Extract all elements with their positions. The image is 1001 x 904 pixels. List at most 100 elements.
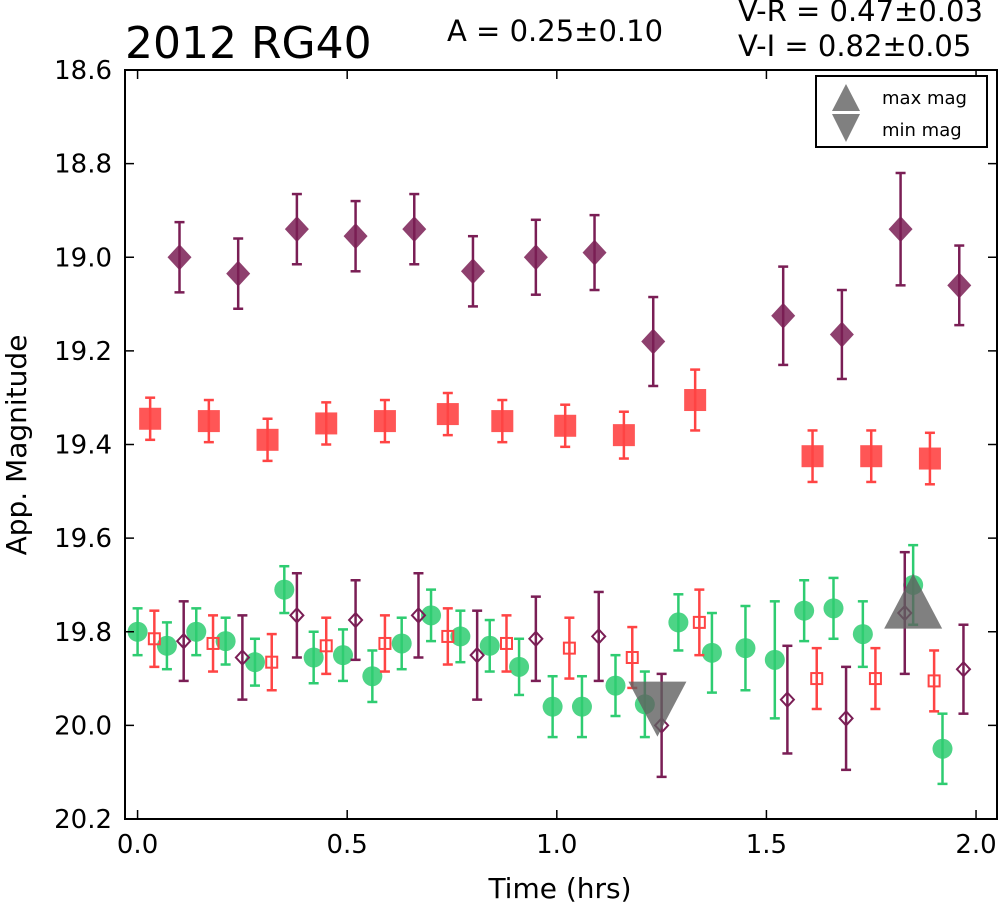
legend-label-min-mag: min mag: [882, 120, 962, 141]
filled-circle-point: [509, 656, 530, 677]
max-mag-triangle-up-icon: [884, 573, 943, 629]
y-tick-label: 20.0: [54, 711, 112, 741]
filled-circle-point: [274, 579, 295, 600]
vi-color-annotation: V-I = 0.82±0.05: [738, 29, 971, 63]
filled-diamond-point: [829, 321, 854, 348]
series-open-square: [147, 588, 941, 713]
filled-circle-point: [701, 642, 722, 663]
open-square-point: [692, 615, 706, 629]
filled-diamond-point: [167, 244, 192, 271]
amplitude-annotation: A = 0.25±0.10: [447, 14, 663, 48]
series-filled-circle: [127, 543, 953, 786]
filled-circle-point: [333, 645, 353, 666]
legend-label-max-mag: max mag: [882, 88, 967, 109]
filled-circle-point: [303, 647, 324, 668]
legend-min-mag-triangle-down-icon: [832, 114, 860, 142]
filled-square-point: [197, 410, 220, 433]
open-diamond-point: [175, 632, 192, 650]
filled-circle-point: [852, 624, 873, 645]
open-square-point: [927, 674, 941, 688]
y-tick-label: 19.2: [54, 337, 112, 367]
filled-diamond-point: [402, 216, 427, 243]
filled-circle-point: [450, 626, 471, 647]
open-square-point: [868, 672, 882, 686]
filled-square-point: [860, 445, 883, 468]
filled-diamond-point: [284, 216, 309, 243]
open-diamond-point: [410, 606, 427, 624]
open-square-point: [810, 672, 824, 686]
filled-circle-point: [571, 696, 592, 717]
filled-diamond-point: [523, 244, 548, 271]
filled-square-point: [436, 403, 459, 426]
x-tick-label: 0.5: [327, 830, 368, 860]
filled-diamond-point: [343, 223, 368, 250]
filled-circle-point: [932, 738, 953, 759]
open-square-point: [562, 641, 576, 655]
filled-diamond-point: [226, 260, 251, 287]
filled-circle-point: [605, 675, 626, 696]
open-square-point: [265, 655, 279, 669]
y-tick-label: 19.8: [54, 618, 112, 648]
legend-max-mag-triangle-up-icon: [832, 84, 860, 111]
filled-square-point: [315, 412, 338, 435]
filled-circle-point: [668, 612, 689, 633]
x-tick-label: 0.0: [117, 830, 158, 860]
open-diamond-point: [289, 606, 305, 624]
open-diamond-point: [838, 709, 854, 727]
min-mag-triangle-down-icon: [628, 681, 687, 737]
filled-diamond-point: [888, 216, 913, 243]
y-axis-label: App. Magnitude: [0, 335, 33, 556]
open-diamond-point: [779, 691, 796, 709]
filled-circle-point: [421, 605, 442, 626]
filled-circle-point: [127, 621, 148, 642]
filled-circle-point: [391, 633, 412, 654]
filled-circle-point: [244, 652, 265, 673]
filled-square-point: [554, 414, 577, 437]
filled-circle-point: [764, 649, 785, 670]
filled-diamond-point: [460, 258, 485, 285]
open-diamond-point: [469, 646, 486, 664]
filled-diamond-point: [641, 328, 666, 355]
filled-square-point: [139, 407, 162, 430]
open-diamond-point: [234, 649, 251, 666]
filled-circle-point: [215, 631, 236, 652]
x-tick-label: 1.0: [536, 830, 577, 860]
filled-circle-point: [735, 638, 756, 659]
y-tick-label: 20.2: [54, 805, 112, 835]
y-tick-label: 19.0: [54, 243, 112, 273]
open-diamond-point: [955, 660, 972, 678]
filled-square-point: [801, 445, 824, 468]
x-tick-label: 1.5: [746, 830, 787, 860]
x-tick-label: 2.0: [955, 830, 996, 860]
open-square-point: [147, 632, 161, 646]
x-axis-label: Time (hrs): [487, 872, 631, 904]
open-square-point: [441, 629, 455, 643]
filled-diamond-point: [582, 239, 607, 266]
filled-circle-point: [362, 666, 383, 687]
open-diamond-point: [527, 630, 544, 648]
y-tick-label: 19.4: [54, 431, 112, 461]
filled-circle-point: [823, 598, 844, 619]
series-open-diamond: [175, 550, 972, 779]
open-square-point: [378, 636, 392, 650]
legend: max mag min mag: [815, 75, 988, 148]
filled-circle-point: [186, 621, 207, 642]
open-square-point: [319, 639, 333, 653]
filled-square-point: [918, 447, 941, 470]
axis-ticks: 0.0 0.5 1.0 1.5 2.0 18.6 18.8 19.0 19.2 19.4 19.6 1…: [54, 56, 997, 860]
open-square-point: [206, 636, 220, 650]
vr-color-annotation: V-R = 0.47±0.03: [738, 0, 983, 28]
y-tick-label: 19.6: [54, 524, 112, 554]
plot-frame: [124, 69, 998, 820]
plot-layer: [127, 171, 972, 786]
open-diamond-point: [590, 627, 607, 645]
open-square-point: [625, 650, 639, 664]
filled-diamond-point: [947, 272, 972, 299]
filled-square-point: [612, 424, 635, 447]
filled-circle-point: [156, 635, 177, 656]
chart-title: 2012 RG40: [125, 18, 372, 69]
open-diamond-point: [347, 611, 364, 629]
filled-square-point: [256, 428, 279, 451]
